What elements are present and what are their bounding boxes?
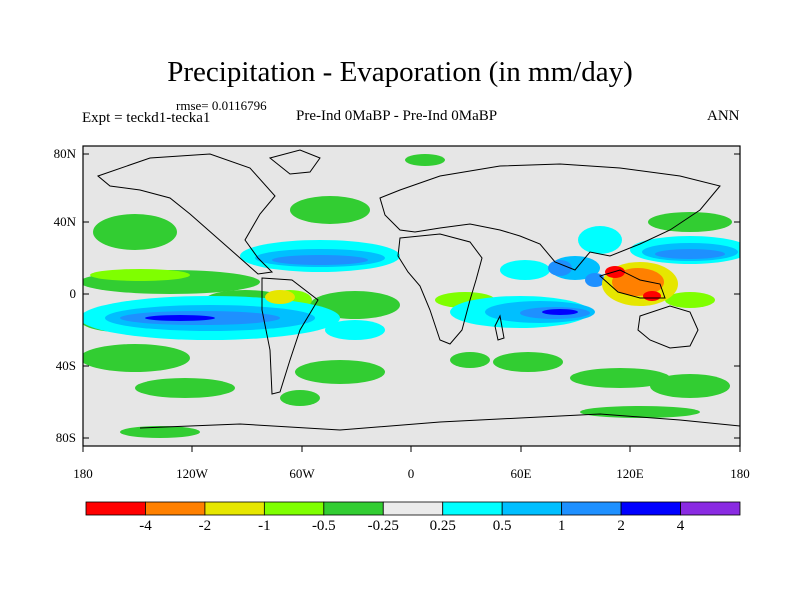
axis-ticks	[82, 153, 741, 452]
colorbar-swatch	[382, 501, 444, 516]
lon-label: 180	[73, 466, 93, 481]
colorbar-swatch	[501, 501, 563, 516]
lat-label: 80N	[53, 146, 76, 161]
colorbar-label: 2	[617, 518, 625, 534]
colorbar-swatch	[85, 501, 146, 516]
strongest-positive-regions	[145, 309, 578, 321]
colorbar-label: -1	[258, 518, 271, 534]
colorbar-swatch	[442, 501, 503, 516]
lat-label: 40S	[55, 358, 76, 373]
colorbar-swatch	[680, 501, 741, 516]
colorbar-swatch	[561, 501, 622, 516]
colorbar-label: -4	[139, 518, 152, 534]
maritime-continent-anomaly	[265, 262, 678, 306]
map-field	[83, 146, 740, 446]
lat-label: 0	[69, 286, 77, 301]
colorbar-label: 0.5	[492, 518, 512, 534]
lon-label: 120W	[176, 466, 208, 481]
rmse-label: rmse= 0.0116796	[176, 98, 267, 113]
experiment-label: Expt = teckd1-tecka1	[82, 110, 211, 126]
colorbar-label: -0.5	[311, 518, 336, 534]
lon-label: 60E	[510, 466, 532, 481]
colorbar-swatch	[204, 501, 265, 516]
colorbar-label: -0.25	[367, 518, 399, 534]
lon-label: 120E	[616, 466, 644, 481]
lon-label: 180	[730, 466, 750, 481]
lon-label: 60W	[289, 466, 315, 481]
colorbar-label: 0.25	[429, 518, 456, 534]
season-label: ANN	[707, 108, 740, 124]
colorbar-swatch	[620, 501, 681, 516]
colorbar-swatch	[145, 501, 206, 516]
coastlines	[96, 149, 740, 431]
lon-label: 0	[407, 466, 415, 481]
colorbar-label: 4	[676, 518, 685, 534]
period-label: Pre-Ind 0MaBP - Pre-Ind 0MaBP	[296, 108, 498, 124]
colorbar-label: -2	[198, 518, 212, 534]
colorbar	[85, 501, 741, 516]
colorbar-swatch	[323, 501, 384, 516]
plot-title: Precipitation - Evaporation (in mm/day)	[167, 56, 633, 88]
lat-label: 80S	[55, 430, 76, 445]
colorbar-swatch	[263, 501, 325, 516]
lat-label: 40N	[53, 214, 76, 229]
colorbar-label: 1	[557, 518, 566, 534]
